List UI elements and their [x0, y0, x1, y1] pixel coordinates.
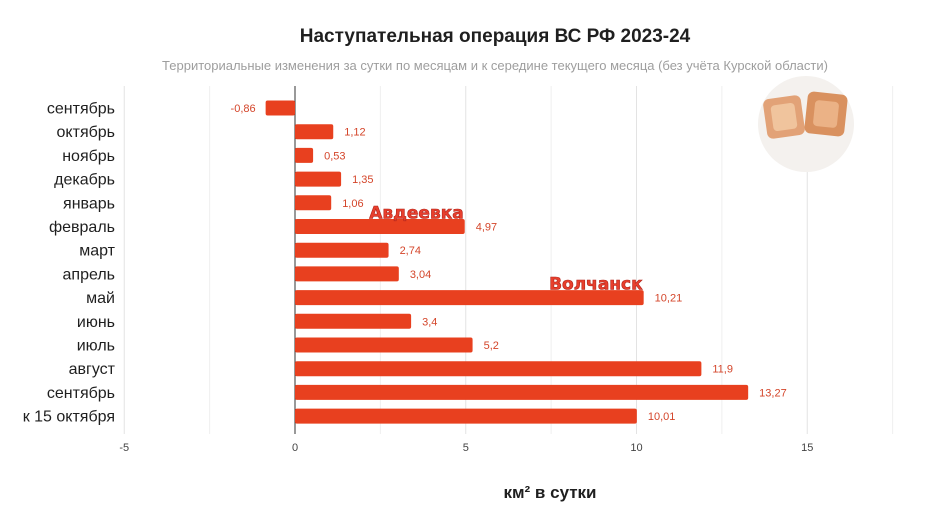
bar [295, 195, 332, 211]
bar [295, 290, 644, 306]
annotation-label: Волчанск [549, 275, 643, 295]
category-label: сентябрь [47, 385, 115, 402]
category-label: март [79, 243, 115, 260]
data-label: 4,97 [476, 222, 497, 234]
category-label: сентябрь [47, 101, 115, 118]
data-label: -0,86 [231, 103, 256, 115]
bars [265, 100, 749, 424]
bar [295, 124, 334, 140]
data-label: 13,27 [759, 387, 787, 399]
bar [295, 384, 749, 400]
bar [295, 408, 637, 424]
bar [295, 266, 399, 282]
x-tick-labels: -5 0 5 10 15 [119, 442, 813, 454]
data-label: 5,2 [484, 340, 499, 352]
data-label: 11,9 [712, 364, 733, 376]
bar [295, 171, 342, 187]
category-label: июль [77, 338, 115, 355]
bar [295, 361, 702, 377]
data-label: 10,01 [648, 411, 676, 423]
category-label: апрель [63, 266, 116, 283]
data-label: 1,06 [342, 198, 363, 210]
category-label: к 15 октября [23, 409, 115, 426]
category-label: ноябрь [62, 148, 115, 165]
category-label: август [69, 361, 116, 378]
category-label: май [86, 290, 115, 307]
data-label: 0,53 [324, 150, 345, 162]
x-tick-label: 10 [630, 442, 642, 454]
category-label: июнь [77, 314, 115, 331]
data-labels: -0,86 1,12 0,53 1,35 1,06 4,97 2,74 3,04 10,21 3,… [231, 103, 787, 423]
bar [295, 219, 465, 234]
x-tick-label: 0 [292, 442, 298, 454]
bar [295, 337, 473, 353]
data-label: 10,21 [655, 293, 683, 305]
chart-title: Наступательная операция ВС РФ 2023-24 [299, 26, 691, 47]
data-label: 3,4 [422, 316, 437, 328]
annotations: Авдеевка Волчанск [369, 203, 643, 295]
bar [295, 242, 389, 258]
annotation-label: Авдеевка [369, 204, 463, 224]
data-label: 1,35 [352, 174, 373, 186]
bar [295, 147, 314, 163]
category-label: февраль [49, 219, 115, 236]
data-label: 2,74 [400, 245, 421, 257]
x-axis-label: км² в сутки [503, 483, 597, 502]
bar [265, 100, 295, 116]
decorative-image [758, 76, 854, 172]
x-tick-label: 15 [801, 442, 813, 454]
x-tick-label: 5 [463, 442, 469, 454]
category-labels: сентябрь октябрь ноябрь декабрь январь феврал… [23, 101, 116, 426]
chart-subtitle: Территориальные изменения за сутки по ме… [162, 58, 828, 73]
bar [295, 313, 412, 329]
data-label: 3,04 [410, 269, 431, 281]
x-tick-label: -5 [119, 442, 129, 454]
category-label: декабрь [54, 172, 115, 189]
category-label: январь [63, 195, 115, 212]
data-label: 1,12 [344, 127, 365, 139]
category-label: октябрь [57, 124, 115, 141]
